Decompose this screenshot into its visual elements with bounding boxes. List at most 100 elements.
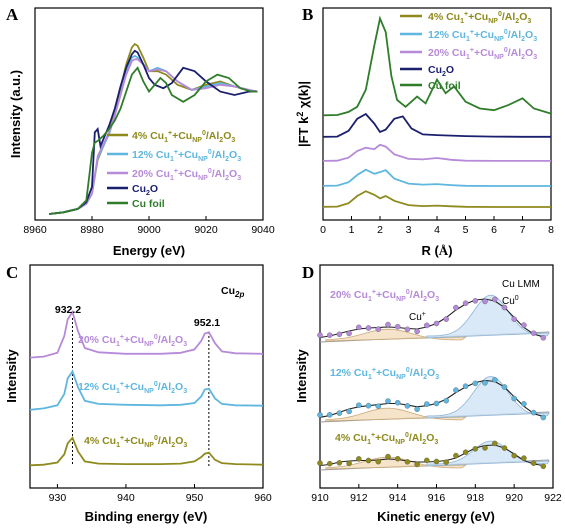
panel-d-point-1-4	[356, 402, 362, 408]
panel-d-point-1-0	[317, 412, 323, 418]
panel-a-series-3	[49, 49, 258, 215]
panel-d-title: Cu LMM	[502, 279, 540, 290]
panel-d-point-1-16	[472, 380, 479, 387]
panel-a-chart: 8960 8980 9000 9020 9040 Energy (eV) Intensi…	[8, 7, 275, 258]
panel-d-point-2-17	[482, 298, 488, 305]
panel-d-point-2-9	[404, 326, 411, 333]
panel-d-series-label-2: 20% Cu1++CuNP0/Al2O3	[330, 289, 439, 303]
panel-d-point-2-14	[453, 304, 459, 311]
panel-d-point-2-5	[365, 325, 372, 331]
panel-c-xtick-label-0: 930	[49, 492, 67, 504]
panel-d-point-1-9	[404, 403, 411, 409]
panel-d-point-0-9	[404, 459, 411, 465]
panel-d-point-1-5	[365, 402, 372, 409]
panel-d-point-1-13	[443, 397, 449, 404]
panel-d-point-0-11	[424, 457, 430, 464]
panel-b-xtick-label-6: 6	[491, 224, 497, 236]
panel-d-point-2-18	[492, 296, 498, 303]
panel-d-point-0-16	[472, 446, 479, 452]
panel-a-legend-label-2: 20% Cu1++CuNP0/Al2O3	[132, 168, 241, 182]
panel-c-frame	[29, 264, 264, 489]
panel-d-point-0-18	[492, 440, 498, 447]
panel-d-point-1-12	[433, 400, 440, 407]
panel-b-xtick-label-5: 5	[463, 224, 469, 236]
panel-d-point-1-19	[501, 384, 508, 390]
panel-a-series-2	[49, 58, 258, 215]
panel-d-series-label-0: 4% Cu1++CuNP0/Al2O3	[335, 432, 438, 446]
panel-c-title: Cu2p	[221, 285, 244, 299]
panel-b-ylabel: |FT k2 χ(k)|	[295, 81, 311, 147]
panel-d-point-2-1	[326, 332, 333, 338]
panel-a-legend-label-3: Cu2O	[132, 183, 158, 197]
panel-d-point-0-4	[356, 456, 362, 462]
panel-label-c: C	[6, 263, 18, 282]
panel-d-point-2-12	[433, 320, 440, 327]
panel-a-xtick-label-3: 9020	[194, 224, 218, 236]
panel-d-point-0-10	[414, 461, 420, 468]
panel-d-point-1-23	[540, 414, 547, 421]
panel-b-legend-label-4: Cu foil	[428, 80, 461, 92]
panel-c-xtick-label-3: 960	[254, 492, 272, 504]
panel-d-point-0-13	[443, 459, 449, 465]
panel-b-xtick-label-4: 4	[434, 224, 440, 236]
panel-d-point-0-17	[482, 445, 488, 451]
panel-c-series-2	[29, 309, 264, 359]
panel-d-point-2-0	[317, 332, 323, 338]
panel-b-xtick-label-7: 7	[520, 224, 526, 236]
panel-d-point-2-23	[540, 335, 547, 341]
panel-d-point-2-19	[501, 304, 508, 311]
panel-d-xtick-label-3: 916	[428, 492, 446, 504]
panel-d-point-1-17	[482, 380, 488, 386]
panel-d-point-2-22	[530, 330, 537, 336]
panel-d-cu-zero-label: Cu0	[502, 295, 519, 307]
panel-d-point-1-22	[530, 409, 537, 416]
panel-d-point-2-4	[356, 324, 362, 331]
panel-d-point-0-20	[511, 452, 517, 459]
panel-d-point-2-7	[385, 321, 391, 328]
panel-b-legend-label-0: 4% Cu1++CuNP0/Al2O3	[428, 11, 531, 25]
panel-a-xtick-label-4: 9040	[251, 224, 275, 236]
panel-d-chart: 910 912 914 916 918 920 922 Kinetic energy (eV…	[294, 264, 562, 524]
panel-b-legend-label-1: 12% Cu1++CuNP0/Al2O3	[428, 29, 537, 43]
panel-b-series-3	[322, 112, 551, 138]
panel-d-point-2-6	[375, 326, 382, 332]
panel-d-point-0-0	[317, 460, 323, 466]
panel-c-ylabel: Intensity	[4, 349, 19, 403]
panel-d-cu-plus-label: Cu+	[409, 311, 426, 323]
panel-a-xtick-label-1: 8980	[80, 224, 104, 236]
panel-b-chart: 0 1 2 3 4 5 6 7 8 R (Å) |FT k2 χ(k)| 4% Cu1++CuN…	[295, 7, 554, 258]
panel-a-legend-label-4: Cu foil	[132, 198, 165, 210]
panel-d-point-2-3	[346, 330, 352, 337]
panel-d-point-2-11	[424, 322, 430, 329]
panel-d-point-0-1	[326, 460, 333, 467]
panel-d-point-0-19	[501, 445, 508, 451]
panel-b-series-2	[322, 143, 551, 162]
panel-b-xtick-label-1: 1	[349, 224, 355, 236]
panel-d-xtick-label-0: 910	[311, 492, 329, 504]
panel-d-point-2-15	[462, 300, 469, 306]
panel-c-xtick-label-2: 950	[186, 492, 204, 504]
panel-a-xtick-label-0: 8960	[23, 224, 47, 236]
panel-a-xtick-label-2: 9000	[137, 224, 161, 236]
panel-a-legend: 4% Cu1++CuNP0/Al2O3 12% Cu1++CuNP0/Al2O3 2…	[107, 130, 241, 210]
panel-c-xlabel: Binding energy (eV)	[85, 509, 208, 524]
panel-b-legend-label-2: 20% Cu1++CuNP0/Al2O3	[428, 47, 537, 61]
panel-d-point-1-7	[385, 398, 391, 404]
panel-a-legend-label-0: 4% Cu1++CuNP0/Al2O3	[132, 130, 235, 144]
panel-c-peak-2-label: 952.1	[194, 317, 220, 329]
panel-b-series-0	[322, 190, 551, 208]
panel-a-legend-label-1: 12% Cu1++CuNP0/Al2O3	[132, 149, 241, 163]
panel-c-series-1	[29, 369, 264, 411]
panel-d-point-1-21	[521, 401, 527, 407]
panel-d-point-2-8	[394, 323, 401, 330]
panel-d-point-0-6	[375, 458, 382, 465]
panel-c-series-0	[29, 436, 264, 467]
panel-d-xtick-label-2: 914	[389, 492, 407, 504]
panel-d-point-0-23	[540, 463, 547, 470]
panel-b-xtick-label-3: 3	[406, 224, 412, 236]
panel-a-xlabel: Energy (eV)	[113, 243, 185, 258]
panel-b-legend-label-3: Cu2O	[428, 64, 454, 78]
panel-label-b: B	[302, 5, 313, 24]
panel-a-series-4	[49, 66, 258, 215]
